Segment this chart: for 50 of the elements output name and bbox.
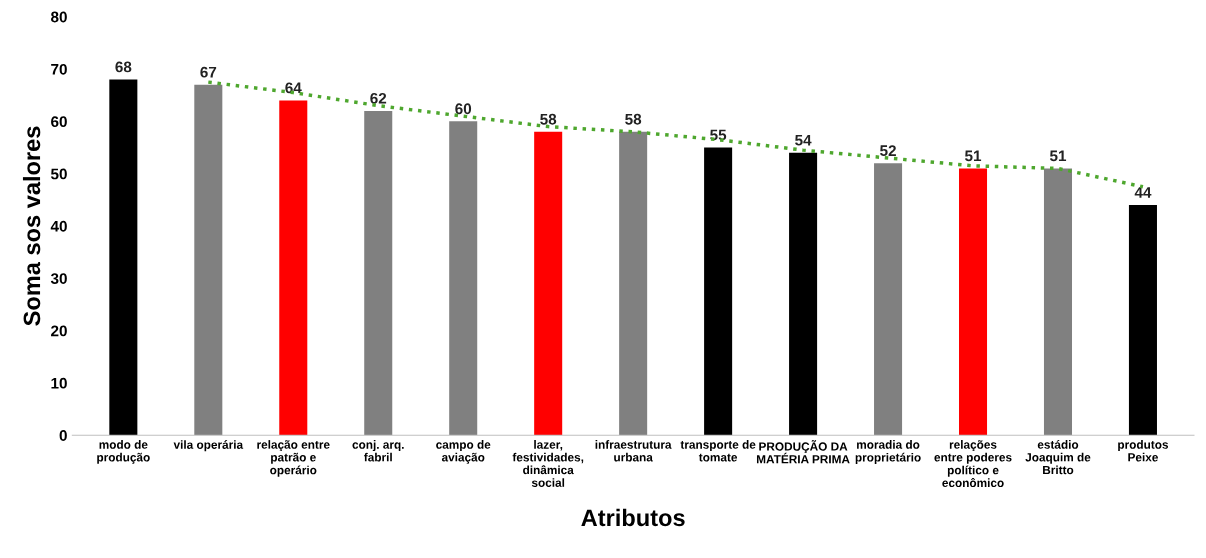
y-tick-label: 30 — [50, 273, 67, 285]
bar — [704, 147, 733, 436]
bar — [1128, 205, 1157, 436]
x-tick-label: relações entre poderes político e econômico — [934, 440, 1012, 488]
x-tick-label: campo de aviação — [436, 440, 491, 464]
y-tick-label: 10 — [51, 377, 67, 389]
data-label: 60 — [455, 103, 472, 115]
bar — [449, 121, 478, 436]
x-tick-label: estádio Joaquim de Britto — [1025, 440, 1091, 475]
y-tick-label: 70 — [51, 63, 67, 75]
bar — [874, 163, 903, 436]
data-label: 58 — [540, 113, 557, 125]
y-tick-label: 50 — [50, 168, 67, 180]
bar — [619, 131, 648, 436]
line-series — [206, 80, 1145, 189]
y-tick-label: 0 — [59, 430, 67, 441]
x-tick-label: PRODUÇÃO DA MATÉRIA PRIMA — [756, 440, 850, 464]
x-tick-label: transporte de tomate — [680, 440, 756, 462]
y-tick-label: 60 — [51, 116, 67, 128]
data-label: 67 — [200, 66, 217, 78]
bar — [789, 152, 818, 436]
data-label: 44 — [1134, 187, 1152, 198]
bar — [1043, 168, 1073, 436]
data-label: 51 — [1049, 150, 1067, 162]
bar — [534, 131, 563, 436]
data-label: 64 — [285, 82, 302, 94]
x-axis-title: Atributos — [581, 508, 685, 527]
bar — [364, 110, 393, 436]
x-tick-label: moradia do proprietário — [855, 440, 921, 464]
data-label: 62 — [370, 92, 387, 104]
bar — [279, 100, 308, 436]
y-tick-label: 40 — [50, 220, 67, 232]
x-tick-label: produtos Peixe — [1118, 440, 1169, 462]
bar — [194, 84, 223, 436]
data-label: 51 — [965, 150, 982, 162]
y-axis-title: Soma sos valores — [22, 126, 41, 326]
x-tick-label: relação entre patrão e operário — [257, 440, 330, 477]
data-label: 54 — [795, 134, 812, 146]
y-tick-label: 80 — [50, 11, 67, 23]
data-label: 68 — [115, 61, 132, 73]
y-tick-label: 20 — [51, 325, 67, 337]
x-tick-label: infraestrutura urbana — [595, 440, 672, 462]
x-tick-label: conj. arq. fabril — [352, 440, 404, 462]
bar — [109, 79, 138, 436]
x-tick-label: lazer, festividades, dinâmica social — [512, 440, 584, 487]
bar — [959, 168, 988, 436]
data-label: 58 — [625, 113, 642, 125]
x-tick-label: vila operária — [173, 440, 244, 452]
x-tick-label: modo de produção — [97, 440, 150, 464]
data-label: 52 — [880, 145, 896, 157]
